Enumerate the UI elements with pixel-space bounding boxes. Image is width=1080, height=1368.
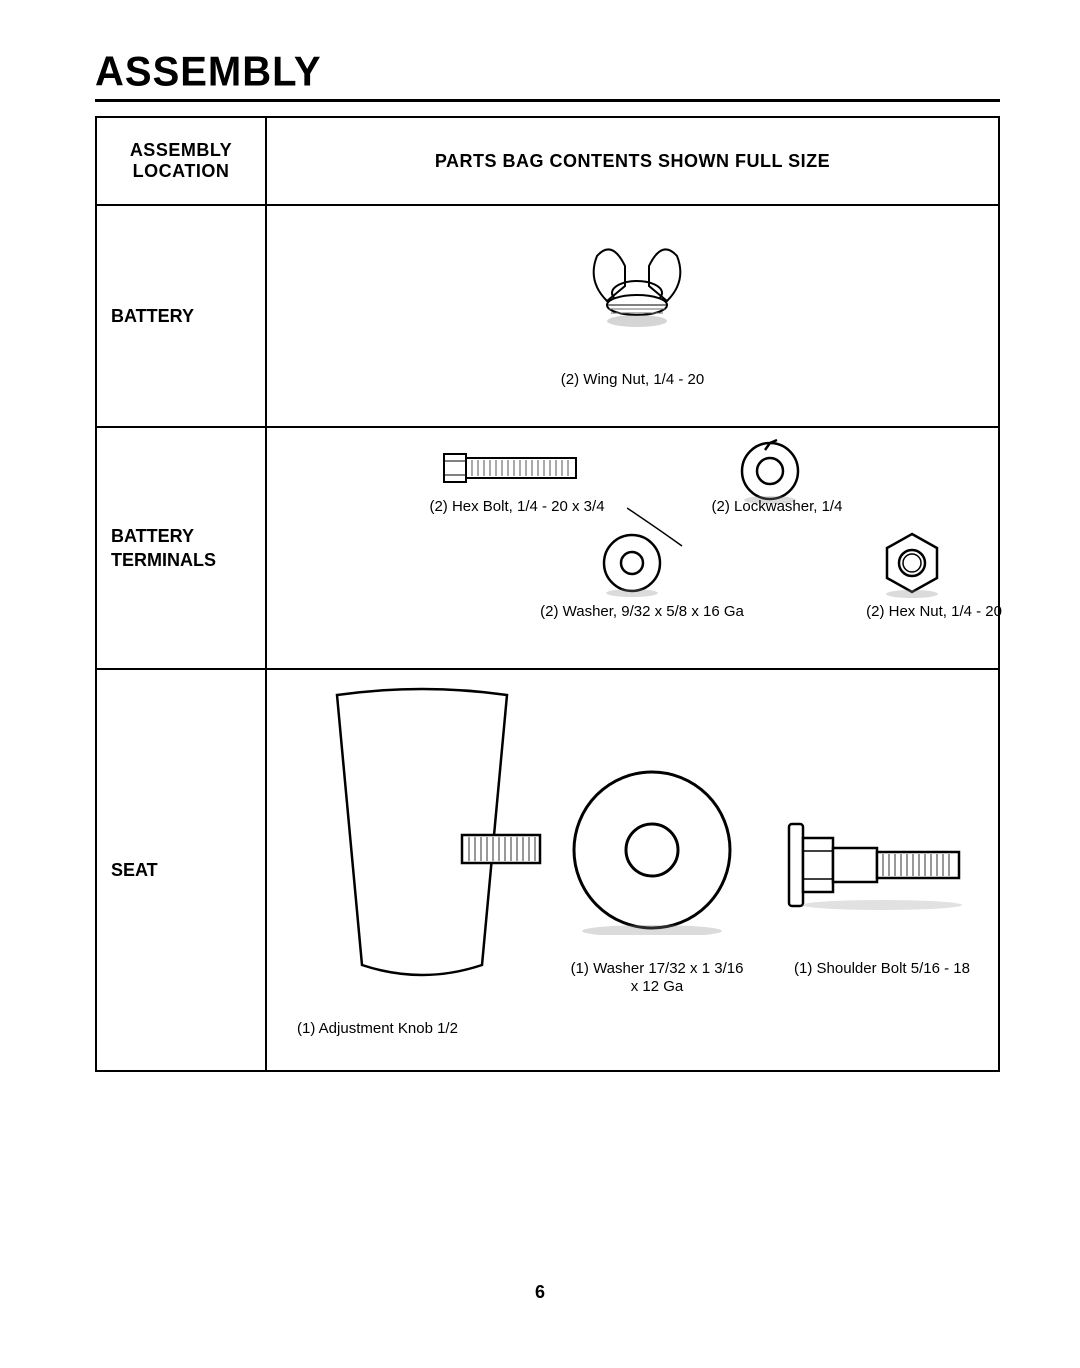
page-title: ASSEMBLY bbox=[95, 49, 1000, 96]
header-parts-bag: PARTS BAG CONTENTS SHOWN FULL SIZE bbox=[266, 117, 999, 205]
adjustment-knob-icon bbox=[297, 685, 547, 1015]
lockwasher-caption: (2) Lockwasher, 1/4 bbox=[697, 498, 857, 516]
assembly-table: ASSEMBLY LOCATION PARTS BAG CONTENTS SHO… bbox=[95, 116, 1000, 1072]
table-header-row: ASSEMBLY LOCATION PARTS BAG CONTENTS SHO… bbox=[96, 117, 999, 205]
big-washer-line1: (1) Washer 17/32 x 1 3/16 bbox=[571, 960, 744, 977]
parts-battery: (2) Wing Nut, 1/4 - 20 bbox=[266, 205, 999, 427]
big-washer-icon bbox=[567, 765, 737, 935]
location-battery: BATTERY bbox=[96, 205, 266, 427]
row-battery-terminals: BATTERY TERMINALS bbox=[96, 427, 999, 669]
shoulder-bolt-icon bbox=[787, 820, 967, 910]
row-battery: BATTERY bbox=[96, 205, 999, 427]
terminals-label-text: BATTERY TERMINALS bbox=[111, 526, 216, 570]
title-underline bbox=[95, 99, 1000, 102]
shadow bbox=[607, 315, 667, 327]
adjustment-knob-caption: (1) Adjustment Knob 1/2 bbox=[297, 1020, 527, 1038]
big-washer-caption: (1) Washer 17/32 x 1 3/16 x 12 Ga bbox=[557, 960, 757, 996]
header-assembly-location: ASSEMBLY LOCATION bbox=[96, 117, 266, 205]
header-left-text: ASSEMBLY LOCATION bbox=[103, 140, 259, 182]
row-seat: SEAT bbox=[96, 669, 999, 1071]
big-washer-line2: x 12 Ga bbox=[631, 978, 684, 995]
hex-bolt-icon bbox=[442, 448, 592, 488]
hex-bolt-caption: (2) Hex Bolt, 1/4 - 20 x 3/4 bbox=[417, 498, 617, 516]
washer-icon bbox=[597, 528, 667, 598]
page-number: 6 bbox=[0, 1282, 1080, 1303]
washer-caption: (2) Washer, 9/32 x 5/8 x 16 Ga bbox=[517, 603, 767, 621]
hex-nut-icon bbox=[877, 528, 947, 598]
shoulder-bolt-caption: (1) Shoulder Bolt 5/16 - 18 bbox=[777, 960, 987, 978]
hex-nut-caption: (2) Hex Nut, 1/4 - 20 bbox=[822, 603, 1002, 621]
wing-nut-caption: (2) Wing Nut, 1/4 - 20 bbox=[267, 371, 998, 389]
lockwasher-icon bbox=[735, 436, 805, 506]
location-battery-terminals: BATTERY TERMINALS bbox=[96, 427, 266, 669]
page: ASSEMBLY ASSEMBLY LOCATION PARTS BAG CON… bbox=[0, 0, 1080, 1072]
location-seat: SEAT bbox=[96, 669, 266, 1071]
parts-seat: (1) Adjustment Knob 1/2 (1) Washer 17/32… bbox=[266, 669, 999, 1071]
wing-nut-icon bbox=[577, 231, 697, 331]
parts-battery-terminals: (2) Hex Bolt, 1/4 - 20 x 3/4 (2) Lockwas… bbox=[266, 427, 999, 669]
